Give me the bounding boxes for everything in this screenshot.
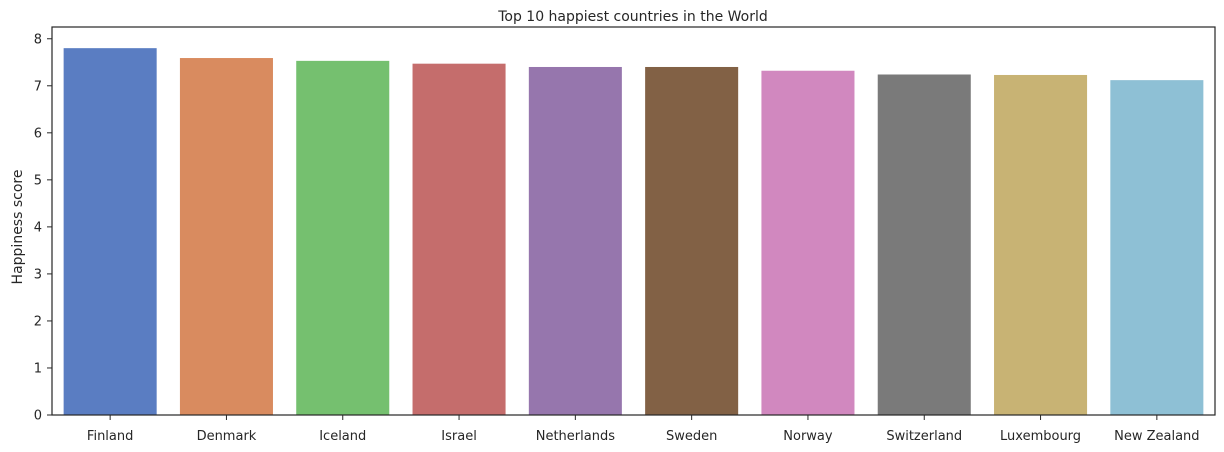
bar-norway [761, 70, 855, 416]
x-tick-label: Iceland [319, 429, 366, 444]
bars-group [63, 48, 1204, 416]
bar-iceland [296, 60, 390, 416]
x-tick-label: Netherlands [536, 429, 615, 444]
bar-luxembourg [994, 74, 1088, 415]
x-tick-label: Israel [441, 429, 477, 444]
x-axis-ticks: Finland Denmark Iceland Israel Netherlands Sw… [87, 415, 1200, 444]
bar-denmark [179, 58, 273, 415]
y-tick-label: 1 [34, 361, 42, 376]
bar-sweden [645, 66, 739, 415]
y-tick-label: 0 [34, 409, 42, 424]
y-tick-label: 3 [34, 267, 42, 282]
y-tick-label: 8 [34, 32, 42, 47]
y-tick-label: 4 [34, 220, 42, 235]
x-tick-label: Switzerland [886, 429, 962, 444]
plot-frame [51, 26, 1216, 416]
bar-israel [412, 63, 506, 416]
x-tick-label: Norway [783, 429, 833, 444]
y-tick-label: 5 [34, 173, 42, 188]
x-tick-label: New Zealand [1114, 429, 1199, 444]
bar-netherlands [528, 66, 622, 415]
x-tick-label: Denmark [197, 429, 257, 444]
bar-new-zealand [1110, 80, 1204, 415]
chart-title: Top 10 happiest countries in the World [497, 9, 768, 25]
y-tick-label: 2 [34, 314, 42, 329]
bar-switzerland [877, 74, 971, 415]
y-tick-label: 6 [34, 126, 42, 141]
x-tick-label: Luxembourg [1000, 429, 1081, 444]
y-tick-label: 7 [34, 79, 42, 94]
bar-finland [63, 48, 157, 415]
y-axis-label: Happiness score [10, 170, 26, 285]
x-tick-label: Sweden [666, 429, 717, 444]
x-tick-label: Finland [87, 429, 133, 444]
y-axis-ticks: 0 1 2 3 4 5 6 7 8 [34, 32, 52, 424]
